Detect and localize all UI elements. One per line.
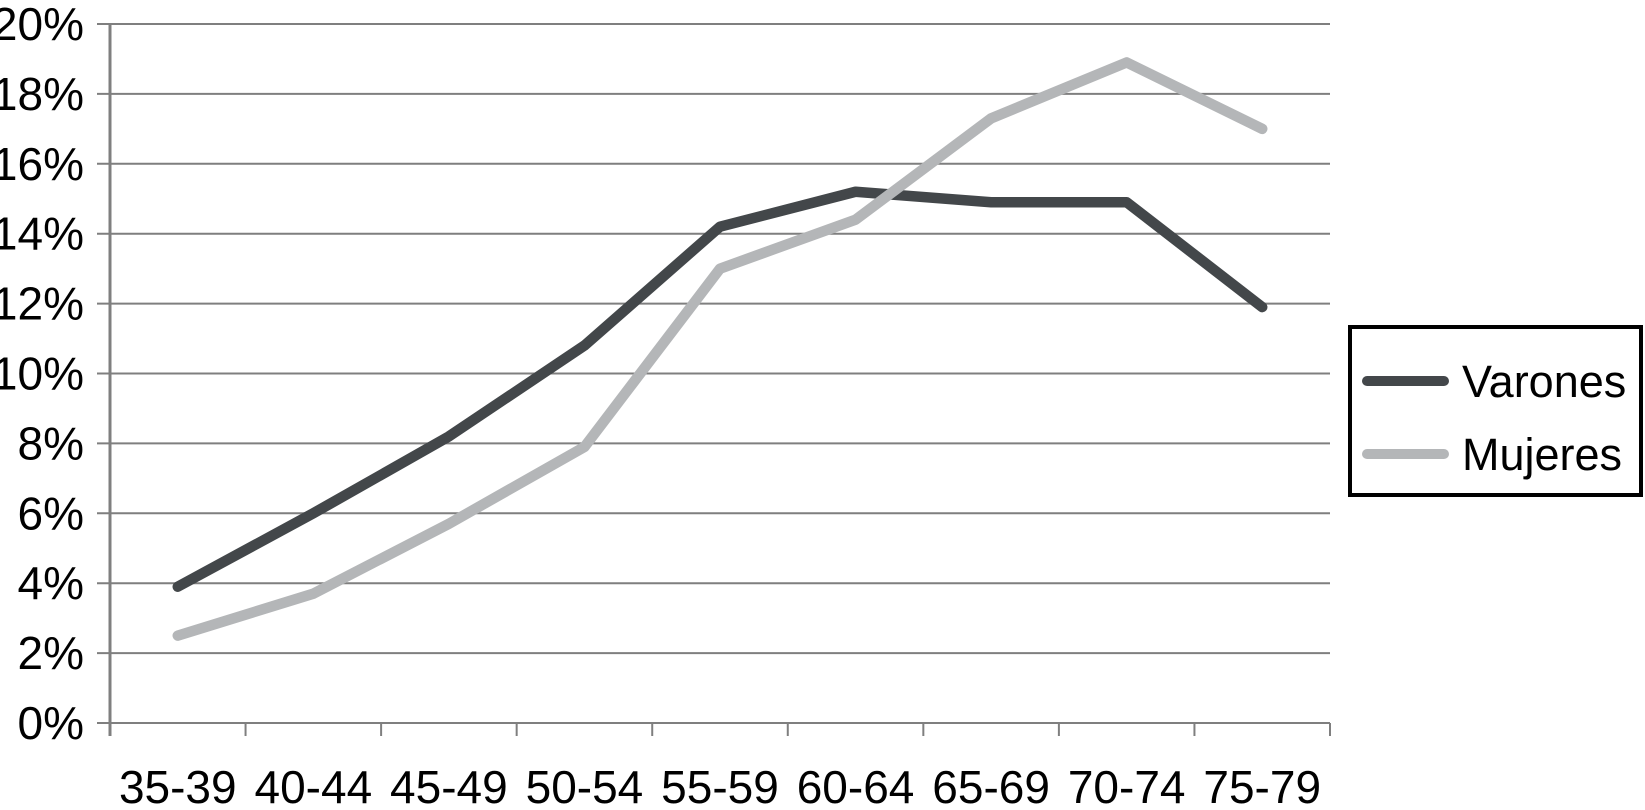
x-axis-tick-label: 45-49 (390, 761, 508, 810)
y-axis-tick-label: 20% (0, 0, 84, 50)
legend-label-varones: Varones (1462, 355, 1627, 407)
x-axis-tick-label: 70-74 (1068, 761, 1186, 810)
y-axis-tick-label: 6% (18, 487, 84, 539)
x-axis-tick-label: 50-54 (526, 761, 644, 810)
x-axis-tick-label: 60-64 (797, 761, 915, 810)
y-axis-tick-label: 18% (0, 68, 84, 120)
series-line-varones (172, 186, 1268, 592)
legend-item-mujeres: Mujeres (1352, 419, 1639, 489)
y-axis-tick-label: 8% (18, 417, 84, 469)
legend-label-mujeres: Mujeres (1462, 428, 1623, 480)
y-axis-tick-label: 12% (0, 278, 84, 330)
legend: Varones Mujeres (1348, 325, 1643, 497)
y-axis-tick-label: 2% (18, 627, 84, 679)
x-axis-tick-label: 65-69 (932, 761, 1050, 810)
x-axis-tick-label: 40-44 (255, 761, 373, 810)
mujeres-line-swatch (1362, 449, 1449, 459)
legend-item-varones: Varones (1352, 346, 1639, 416)
series-line-mujeres (172, 57, 1268, 641)
y-axis-tick-label: 0% (18, 697, 84, 749)
y-axis-tick-label: 4% (18, 557, 84, 609)
y-axis-tick-label: 10% (0, 348, 84, 400)
x-axis-tick-label: 55-59 (661, 761, 779, 810)
x-axis-tick-label: 35-39 (119, 761, 237, 810)
varones-line-swatch (1362, 376, 1449, 386)
x-axis-tick-label: 75-79 (1203, 761, 1321, 810)
y-axis-tick-label: 14% (0, 208, 84, 260)
y-axis-tick-label: 16% (0, 138, 84, 190)
